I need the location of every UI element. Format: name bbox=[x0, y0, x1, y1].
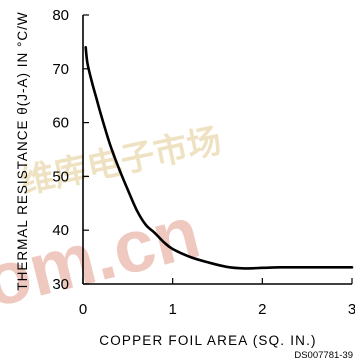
series-0-point-5 bbox=[109, 143, 111, 146]
x-ticks: 0 1 2 3 bbox=[79, 278, 355, 318]
series-0-point-9 bbox=[144, 223, 147, 226]
series-0-point-12 bbox=[171, 248, 174, 250]
series-0-point-7 bbox=[126, 188, 129, 191]
series-0-point-17 bbox=[261, 266, 264, 269]
series-layer bbox=[84, 45, 354, 270]
y-tick-label-60: 60 bbox=[52, 115, 69, 132]
series-0-point-1 bbox=[86, 62, 89, 65]
series-0-point-8 bbox=[135, 209, 138, 212]
series-0-point-2 bbox=[91, 81, 93, 84]
series-0-point-10 bbox=[153, 231, 156, 234]
series-0-point-16 bbox=[243, 267, 246, 270]
y-tick-label-50: 50 bbox=[52, 168, 69, 185]
y-axis-title: THERMAL RESISTANCE θ(J-A) IN °C/W bbox=[15, 11, 30, 290]
series-0-point-19 bbox=[306, 266, 309, 269]
series-0-point-6 bbox=[117, 167, 120, 170]
series-line-0 bbox=[84, 45, 354, 270]
x-tick-label-3: 3 bbox=[348, 301, 355, 318]
series-0-point-4 bbox=[100, 113, 102, 116]
watermark-chinese: 维库电子市场 bbox=[17, 121, 225, 202]
x-tick-label-2: 2 bbox=[258, 301, 266, 318]
y-ticks: 30 40 50 60 70 80 bbox=[52, 7, 89, 293]
series-0-point-18 bbox=[279, 266, 282, 269]
document-code: DS007781-39 bbox=[294, 350, 353, 361]
series-0-point-11 bbox=[162, 241, 165, 243]
y-tick-label-30: 30 bbox=[52, 276, 69, 293]
series-0-point-14 bbox=[207, 261, 210, 264]
series-0-point-20 bbox=[333, 266, 335, 269]
x-axis-title: COPPER FOIL AREA (SQ. IN.) bbox=[99, 333, 317, 348]
y-tick-label-80: 80 bbox=[52, 7, 69, 24]
x-tick-label-0: 0 bbox=[79, 301, 87, 318]
series-0-point-15 bbox=[225, 265, 228, 268]
y-tick-label-70: 70 bbox=[52, 61, 69, 78]
series-0-point-21 bbox=[351, 266, 353, 269]
y-tick-label-40: 40 bbox=[52, 222, 69, 239]
series-0-point-13 bbox=[189, 256, 192, 258]
series-0-point-0 bbox=[84, 46, 87, 49]
x-tick-label-1: 1 bbox=[168, 301, 176, 318]
series-0-point-3 bbox=[95, 97, 98, 100]
